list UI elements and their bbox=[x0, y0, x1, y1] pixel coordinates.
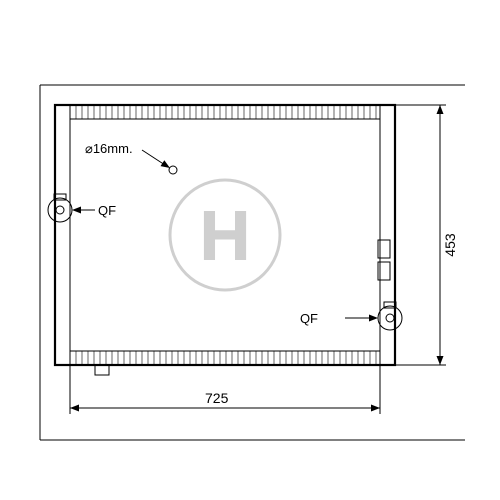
dimension-height: 453 bbox=[395, 105, 458, 365]
qf-right-label: QF bbox=[300, 311, 318, 326]
qf-left-arrowhead bbox=[72, 207, 81, 214]
dimension-height-value: 453 bbox=[442, 233, 458, 257]
port-right bbox=[378, 302, 402, 330]
dimension-width: 725 bbox=[70, 365, 380, 414]
mounting-foot bbox=[95, 365, 109, 375]
inlet-diameter-label: ⌀16mm. bbox=[85, 141, 133, 156]
dimension-width-value: 725 bbox=[205, 390, 229, 406]
header-strip-bottom bbox=[70, 351, 380, 365]
header-strip-top bbox=[70, 105, 380, 119]
inlet-hole bbox=[169, 166, 177, 174]
inlet-leader-arrowhead bbox=[161, 160, 170, 168]
inlet-leader bbox=[142, 150, 165, 165]
watermark-letter: H bbox=[200, 197, 251, 275]
radiator-diagram: H QF QF ⌀16mm. 725 bbox=[0, 0, 500, 500]
qf-left-label: QF bbox=[98, 203, 116, 218]
diagram-root: H QF QF ⌀16mm. 725 bbox=[0, 0, 500, 500]
port-left bbox=[48, 194, 72, 222]
qf-right-arrowhead bbox=[369, 315, 378, 322]
